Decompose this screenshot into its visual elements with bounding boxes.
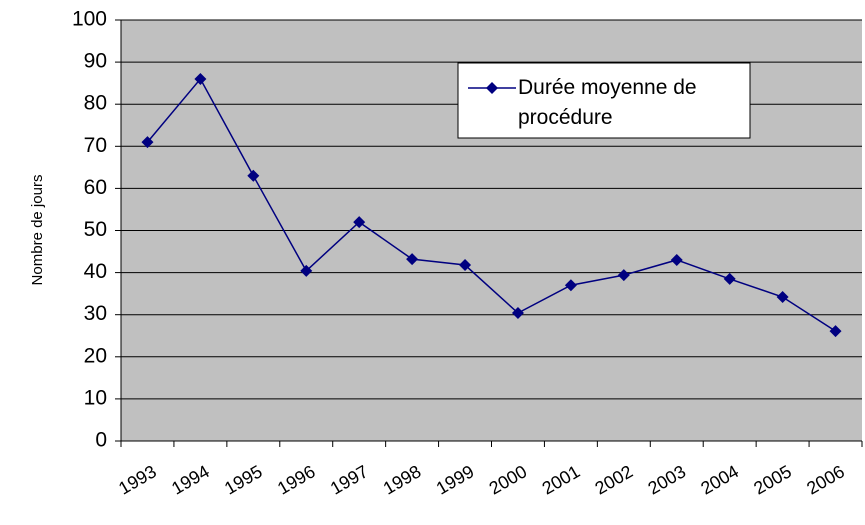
- y-tick-label: 20: [84, 344, 107, 367]
- legend-marker: [486, 82, 498, 94]
- marker: [247, 169, 260, 182]
- marker: [406, 253, 419, 266]
- marker: [194, 72, 207, 85]
- y-tick-label: 10: [84, 386, 107, 409]
- x-tick-label: 2006: [803, 461, 848, 498]
- legend-item: Durée moyenne de procédure: [518, 76, 697, 129]
- x-tick-label: 1995: [221, 461, 266, 498]
- x-tick-label: 2001: [539, 461, 584, 498]
- marker: [776, 291, 789, 304]
- y-tick-label: 100: [72, 8, 107, 31]
- x-tick-label: 1999: [433, 461, 478, 498]
- marker: [723, 272, 736, 285]
- marker: [459, 259, 472, 272]
- marker: [564, 279, 577, 292]
- y-tick-label: 60: [84, 176, 107, 199]
- marker: [353, 216, 366, 229]
- x-tick-label: 1996: [274, 461, 319, 498]
- y-tick-label: 80: [84, 92, 107, 115]
- marker: [829, 325, 842, 338]
- line: [146, 77, 836, 332]
- x-tick-label: 2003: [644, 461, 689, 498]
- marker: [617, 269, 630, 282]
- x-tick-label: 2004: [697, 461, 742, 498]
- marker: [141, 136, 154, 149]
- marker: [300, 264, 313, 277]
- x-tick-label: 2005: [750, 461, 795, 498]
- y-tick-label: 30: [84, 302, 107, 325]
- x-tick-label: 1997: [327, 461, 372, 498]
- y-tick-label: 50: [84, 218, 107, 241]
- marker: [670, 253, 683, 266]
- x-tick-label: 2000: [486, 461, 531, 498]
- x-tick-label: 2002: [592, 461, 637, 498]
- y-tick-label: 90: [84, 50, 107, 73]
- y-tick-label: 40: [84, 260, 107, 283]
- x-tick-label: 1993: [115, 461, 160, 498]
- marker: [511, 307, 524, 320]
- x-tick-label: 1998: [380, 461, 425, 498]
- legend-box: [457, 62, 751, 139]
- y-tick-label: 0: [95, 429, 107, 452]
- y-tick-label: 70: [84, 134, 107, 157]
- y-axis-label: Nombre de jours: [29, 175, 46, 286]
- legend-label: Durée moyenne de procédure: [518, 76, 697, 129]
- x-tick-label: 1994: [168, 461, 213, 498]
